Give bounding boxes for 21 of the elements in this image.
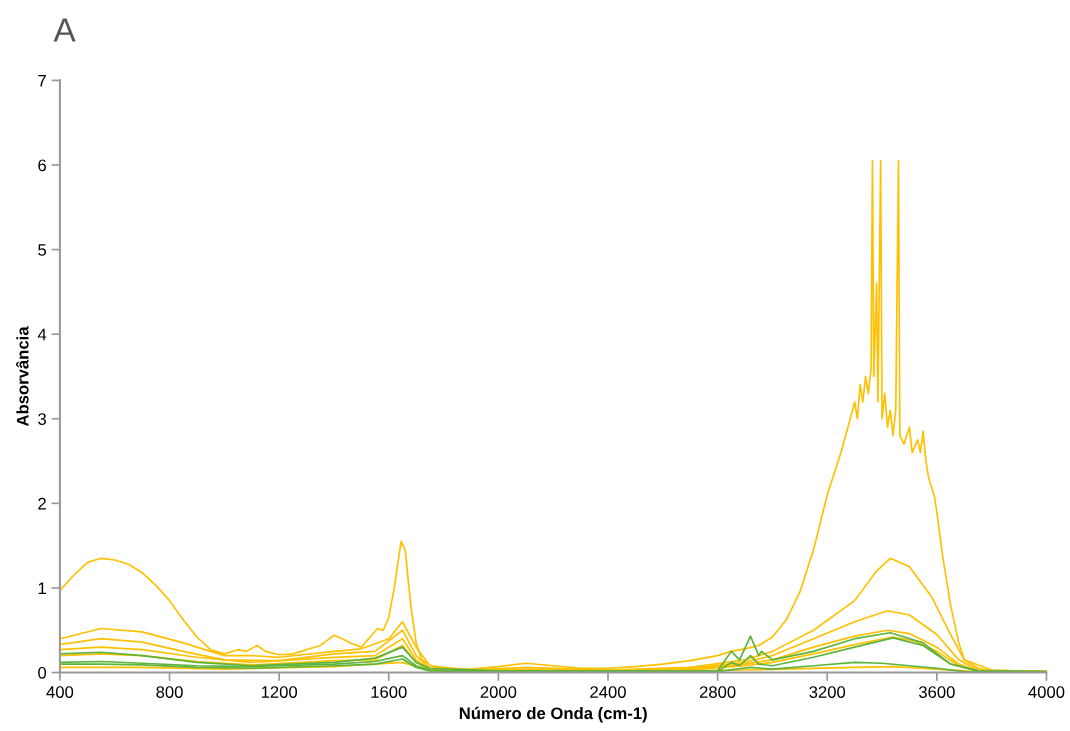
y-tick-label: 3 <box>38 413 46 425</box>
x-tick-label: 1200 <box>261 686 298 698</box>
y-tick-label: 5 <box>38 244 47 256</box>
x-tick-label: 2400 <box>590 686 626 698</box>
chart-title: A <box>53 18 76 42</box>
x-axis-title: Número de Onda (cm-1) <box>459 706 647 723</box>
x-tick-label: 400 <box>46 686 74 698</box>
y-tick-label: 6 <box>38 159 46 172</box>
x-tick-label: 3600 <box>918 686 955 698</box>
x-tick-label: 4000 <box>1028 686 1065 698</box>
y-tick-label: 0 <box>38 666 47 679</box>
y-tick-label: 2 <box>38 497 46 510</box>
x-tick-label: 1600 <box>371 686 407 698</box>
y-tick-label: 1 <box>38 582 46 594</box>
x-tick-label: 2000 <box>480 686 517 698</box>
y-tick-label: 7 <box>38 74 46 87</box>
y-tick-label: 4 <box>37 328 47 341</box>
x-tick-label: 3200 <box>809 686 846 698</box>
y-axis-title: Absorvância <box>16 326 29 427</box>
x-tick-label: 2800 <box>699 686 736 698</box>
x-tick-label: 800 <box>156 686 183 698</box>
